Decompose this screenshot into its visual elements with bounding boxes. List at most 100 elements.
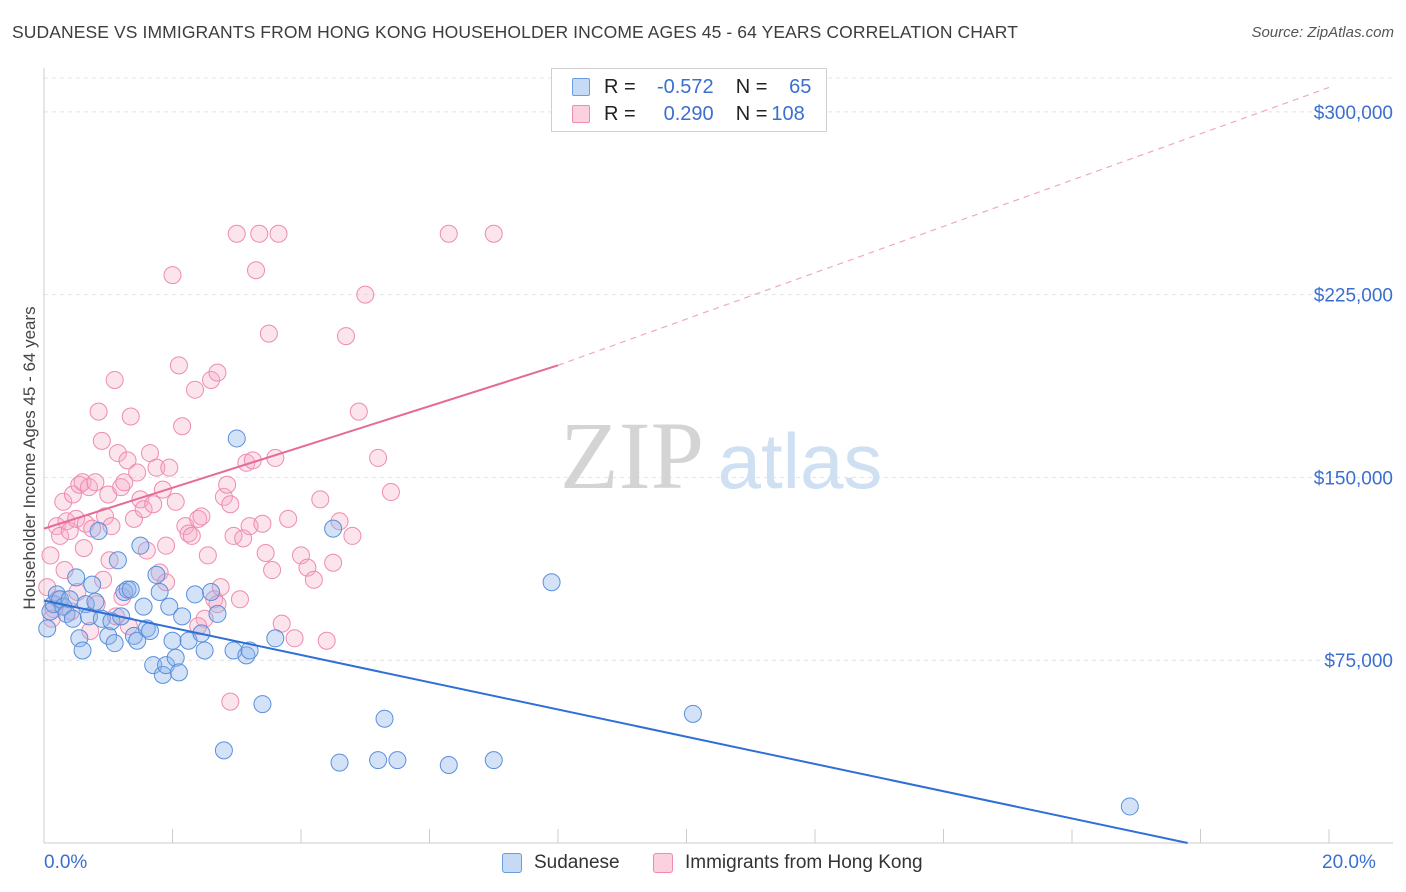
source-label: Source: ZipAtlas.com [1251, 24, 1394, 41]
data-point-hongkong [163, 266, 182, 285]
data-point-sudanese [439, 756, 458, 775]
legend-n-value-hongkong: 108 [771, 102, 805, 125]
data-point-sudanese [388, 751, 407, 770]
data-point-sudanese [131, 536, 150, 555]
series-legend-hongkong[interactable]: Immigrants from Hong Kong [653, 852, 923, 874]
data-point-sudanese [67, 568, 86, 587]
legend-r-label: R = [604, 75, 636, 98]
series-legend-sudanese[interactable]: Sudanese [502, 852, 620, 874]
data-point-sudanese [105, 634, 124, 653]
y-tick-label: $150,000 [1314, 468, 1393, 489]
trend-lines [43, 86, 1330, 844]
data-point-hongkong [173, 417, 192, 436]
y-tick-labels: $75,000 $150,000 $225,000 $300,000 [1314, 103, 1393, 672]
data-point-sudanese [173, 607, 192, 626]
legend-row-hongkong: R = 0.290 N = 108 [572, 102, 815, 126]
data-point-sudanese [70, 629, 89, 648]
data-point-hongkong [381, 483, 400, 502]
gridlines [44, 77, 1393, 661]
data-point-hongkong [253, 514, 272, 533]
data-point-sudanese [237, 646, 256, 665]
data-point-hongkong [336, 327, 355, 346]
data-point-hongkong [144, 495, 163, 514]
legend-r-label: R = [604, 102, 636, 125]
axes [43, 68, 1393, 844]
watermark-zip: ZIP [560, 402, 704, 509]
data-point-sudanese [208, 604, 227, 623]
data-point-sudanese [195, 641, 214, 660]
legend-swatch-hongkong [572, 105, 590, 123]
data-point-hongkong [185, 380, 204, 399]
data-point-hongkong [134, 500, 153, 519]
series-hongkong-points [38, 224, 503, 711]
data-point-hongkong [227, 224, 246, 243]
chart-title: SUDANESE VS IMMIGRANTS FROM HONG KONG HO… [12, 22, 1019, 42]
series-legend: Sudanese Immigrants from Hong Kong [0, 852, 1406, 878]
data-point-sudanese [266, 629, 285, 648]
legend-n-label: N = [735, 75, 768, 98]
data-point-hongkong [230, 590, 249, 609]
data-point-hongkong [81, 621, 100, 640]
data-point-hongkong [166, 492, 185, 511]
data-point-sudanese [150, 582, 169, 601]
data-point-hongkong [208, 363, 227, 382]
data-point-hongkong [38, 578, 57, 597]
data-point-sudanese [227, 429, 246, 448]
data-point-sudanese [134, 597, 153, 616]
series-legend-label: Immigrants from Hong Kong [685, 852, 923, 873]
data-point-hongkong [41, 546, 60, 565]
series-swatch-hongkong [653, 853, 673, 873]
data-point-hongkong [153, 480, 172, 499]
data-point-hongkong [157, 536, 176, 555]
data-point-hongkong [147, 458, 166, 477]
data-point-hongkong [330, 512, 349, 531]
data-point-hongkong [250, 224, 269, 243]
data-point-hongkong [369, 448, 388, 467]
data-point-hongkong [128, 463, 147, 482]
data-point-sudanese [214, 741, 233, 760]
data-point-hongkong [324, 553, 343, 572]
data-point-hongkong [150, 563, 169, 582]
data-point-sudanese [163, 631, 182, 650]
correlation-legend: R = -0.572 N = 65 R = 0.290 N = 108 [551, 68, 827, 132]
data-point-hongkong [189, 509, 208, 528]
x-tick-label-max: 20.0% [1322, 852, 1376, 873]
data-point-hongkong [94, 570, 113, 589]
legend-row-sudanese: R = -0.572 N = 65 [572, 75, 811, 99]
data-point-hongkong [343, 526, 362, 545]
data-point-sudanese [137, 619, 156, 638]
data-point-sudanese [484, 751, 503, 770]
data-point-sudanese [185, 585, 204, 604]
data-point-sudanese [324, 519, 343, 538]
data-point-hongkong [198, 546, 217, 565]
legend-swatch-sudanese [572, 78, 590, 96]
data-point-sudanese [330, 753, 349, 772]
data-point-hongkong [42, 609, 61, 628]
series-legend-label: Sudanese [534, 852, 620, 873]
data-point-sudanese [108, 551, 127, 570]
data-point-sudanese [144, 656, 163, 675]
data-point-hongkong [54, 492, 73, 511]
data-point-sudanese [102, 612, 121, 631]
data-point-sudanese [169, 663, 188, 682]
data-point-hongkong [115, 473, 134, 492]
data-point-sudanese [128, 631, 147, 650]
data-point-hongkong [279, 509, 298, 528]
data-point-hongkong [121, 407, 140, 426]
data-point-hongkong [108, 444, 127, 463]
data-point-sudanese [89, 522, 108, 541]
data-point-hongkong [63, 485, 82, 504]
data-point-hongkong [124, 509, 143, 528]
data-point-hongkong [160, 458, 179, 477]
data-point-hongkong [105, 370, 124, 389]
data-point-hongkong [92, 431, 111, 450]
data-point-hongkong [192, 507, 211, 526]
data-point-sudanese [86, 592, 105, 611]
data-point-hongkong [211, 578, 230, 597]
legend-r-value-sudanese: -0.572 [656, 75, 714, 98]
data-point-sudanese [166, 648, 185, 667]
data-point-hongkong [285, 629, 304, 648]
data-point-hongkong [259, 324, 278, 343]
data-point-hongkong [263, 561, 282, 580]
